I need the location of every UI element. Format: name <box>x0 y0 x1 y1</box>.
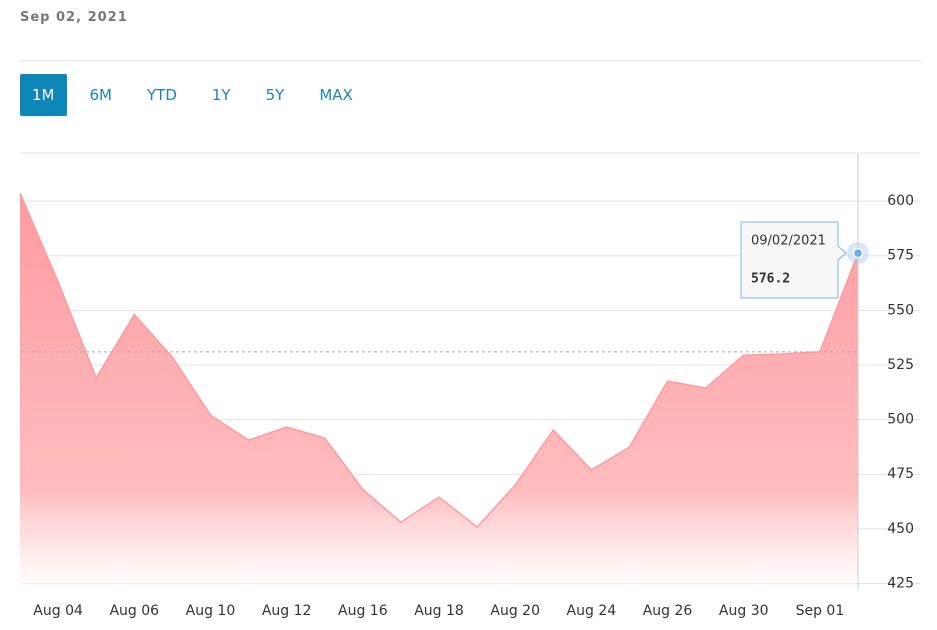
range-button[interactable]: 6M <box>89 86 113 104</box>
x-tick-label: Aug 30 <box>719 603 769 619</box>
x-tick-label: Aug 26 <box>643 603 693 619</box>
hover-point <box>852 247 864 259</box>
y-tick-label: 475 <box>887 466 914 482</box>
y-tick-label: 450 <box>887 521 914 537</box>
range-buttons: 1M 6M YTD 1Y 5Y MAX <box>20 74 376 116</box>
x-tick-label: Aug 06 <box>109 603 159 619</box>
x-tick-label: Aug 18 <box>414 603 464 619</box>
tooltip-value: 576.2 <box>751 272 790 287</box>
separator <box>20 60 922 61</box>
y-tick-label: 550 <box>887 302 914 318</box>
x-tick-label: Sep 01 <box>796 603 845 619</box>
header-date: Sep 02, 2021 <box>20 10 128 25</box>
x-tick-label: Aug 10 <box>186 603 236 619</box>
range-button[interactable]: YTD <box>147 86 177 104</box>
y-tick-label: 425 <box>887 575 914 591</box>
range-button[interactable]: 5Y <box>265 86 285 104</box>
range-button[interactable]: 1Y <box>211 86 231 104</box>
x-tick-label: Aug 24 <box>567 603 617 619</box>
tooltip-date: 09/02/2021 <box>751 234 826 249</box>
area-fill <box>20 192 858 590</box>
y-tick-label: 500 <box>887 412 914 428</box>
x-tick-label: Aug 04 <box>33 603 83 619</box>
tooltip-box <box>740 221 847 299</box>
y-tick-label: 525 <box>887 357 914 373</box>
area-line <box>19 192 859 529</box>
y-tick-label: 600 <box>887 193 914 209</box>
x-tick-label: Aug 12 <box>262 603 312 619</box>
range-button[interactable]: MAX <box>319 86 353 104</box>
y-tick-label: 575 <box>887 248 914 264</box>
x-tick-label: Aug 20 <box>490 603 540 619</box>
x-tick-label: Aug 16 <box>338 603 388 619</box>
range-button[interactable]: 1M <box>20 74 67 116</box>
